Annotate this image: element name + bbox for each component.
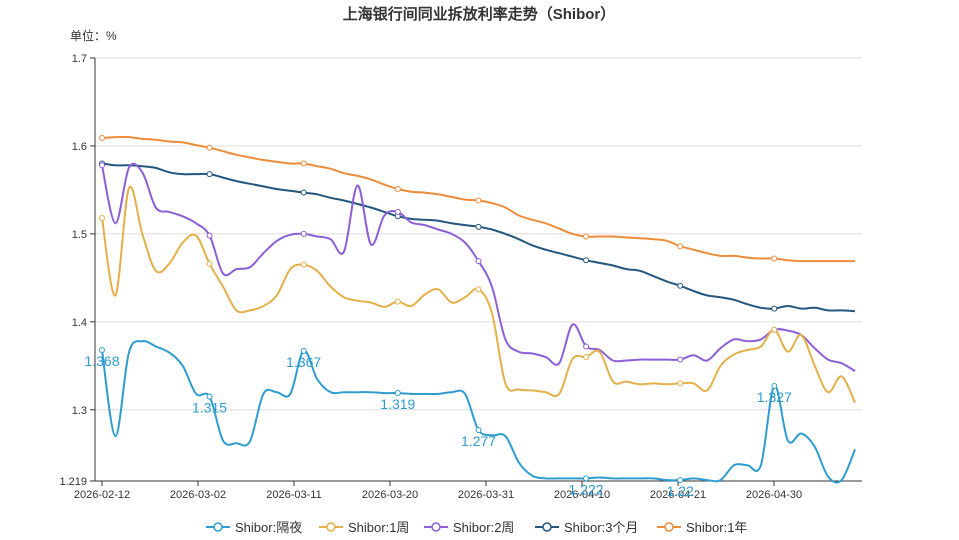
chart-title: 上海银行间同业拆放利率走势（Shibor） — [343, 5, 616, 23]
series-line — [101, 185, 856, 404]
data-label: 1.327 — [757, 389, 792, 405]
data-point — [300, 230, 307, 237]
x-tick-label: 2026-04-21 — [650, 489, 706, 501]
data-point — [771, 305, 778, 312]
data-label: 1.22 — [667, 483, 694, 499]
data-point — [206, 393, 213, 400]
series-line — [101, 162, 856, 372]
data-point — [300, 189, 307, 196]
data-point — [394, 390, 401, 397]
series-4 — [99, 135, 855, 263]
data-point — [300, 347, 307, 354]
data-point — [677, 380, 684, 387]
data-point — [771, 383, 778, 390]
data-label: 1.222 — [569, 481, 604, 497]
data-point — [206, 260, 213, 267]
data-point — [475, 286, 482, 293]
legend-label: Shibor:1周 — [348, 520, 409, 535]
data-point — [99, 346, 105, 353]
data-point — [394, 186, 401, 193]
series-1 — [99, 185, 856, 404]
y-tick-label: 1.6 — [72, 141, 87, 153]
data-point — [583, 354, 590, 361]
y-tick-label: 1.4 — [72, 317, 87, 329]
legend-label: Shibor:3个月 — [564, 520, 638, 535]
legend: Shibor:隔夜 Shibor:1周 Shibor:2周 Shibor:3个月 Shi… — [206, 520, 747, 535]
data-label: 1.277 — [461, 433, 496, 449]
data-labels: 1.368 1.315 1.367 1.319 1.277 1.222 1.22 1.327 — [84, 353, 792, 499]
data-point — [99, 135, 105, 142]
data-point — [677, 356, 684, 363]
data-point — [99, 215, 105, 222]
legend-label: Shibor:隔夜 — [235, 520, 302, 535]
data-label: 1.315 — [192, 400, 227, 416]
y-tick-label: 1.5 — [72, 229, 87, 241]
legend-swatch-marker — [542, 522, 552, 532]
legend-item[interactable]: Shibor:2周 — [424, 520, 514, 535]
data-point — [771, 255, 778, 262]
y-tick-label: 1.219 — [59, 476, 87, 488]
series-3 — [99, 160, 856, 313]
legend-swatch-marker — [664, 522, 674, 532]
data-point — [394, 208, 401, 215]
series-layer — [99, 135, 856, 484]
data-point — [99, 162, 105, 169]
x-tick-label: 2026-03-02 — [170, 489, 226, 501]
data-point — [475, 223, 482, 230]
data-point — [475, 426, 482, 433]
x-tick-label: 2026-03-31 — [458, 489, 514, 501]
legend-item[interactable]: Shibor:1年 — [657, 520, 747, 535]
legend-item[interactable]: Shibor:1周 — [319, 520, 409, 535]
x-tick-label: 2026-04-30 — [746, 489, 802, 501]
data-point — [475, 258, 482, 265]
grid-lines — [95, 57, 862, 482]
data-point — [583, 475, 590, 482]
data-point — [206, 171, 213, 178]
data-point — [300, 261, 307, 268]
data-point — [677, 282, 684, 289]
data-point — [677, 477, 684, 484]
data-label: 1.319 — [380, 396, 415, 412]
legend-label: Shibor:1年 — [686, 520, 747, 535]
data-point — [583, 343, 590, 350]
axes: 1.219 1.3 1.4 1.5 1.6 1.7 2026-02-12 2026-03-02… — [59, 53, 862, 501]
legend-swatch-marker — [431, 522, 441, 532]
data-point — [583, 257, 590, 264]
x-tick-label: 2026-03-20 — [362, 489, 418, 501]
unit-label: 单位：% — [70, 28, 117, 43]
series-2 — [99, 162, 856, 372]
x-tick-label: 2026-02-12 — [74, 489, 130, 501]
legend-item[interactable]: Shibor:隔夜 — [206, 520, 302, 535]
x-tick-label: 2026-04-10 — [554, 489, 610, 501]
data-point — [206, 144, 213, 151]
data-point — [475, 197, 482, 204]
series-0 — [99, 340, 856, 484]
data-point — [583, 233, 590, 240]
data-point — [394, 298, 401, 305]
data-label: 1.367 — [286, 354, 321, 370]
y-tick-label: 1.3 — [72, 405, 87, 417]
legend-item[interactable]: Shibor:3个月 — [535, 520, 638, 535]
x-tick-label: 2026-03-11 — [266, 489, 321, 501]
data-point — [206, 232, 213, 239]
data-point — [677, 243, 684, 250]
y-tick-label: 1.7 — [72, 53, 87, 65]
legend-label: Shibor:2周 — [453, 520, 514, 535]
legend-swatch-marker — [213, 522, 223, 532]
data-point — [771, 326, 778, 333]
data-point — [300, 160, 307, 167]
data-label: 1.368 — [84, 353, 119, 369]
legend-swatch-marker — [326, 522, 336, 532]
